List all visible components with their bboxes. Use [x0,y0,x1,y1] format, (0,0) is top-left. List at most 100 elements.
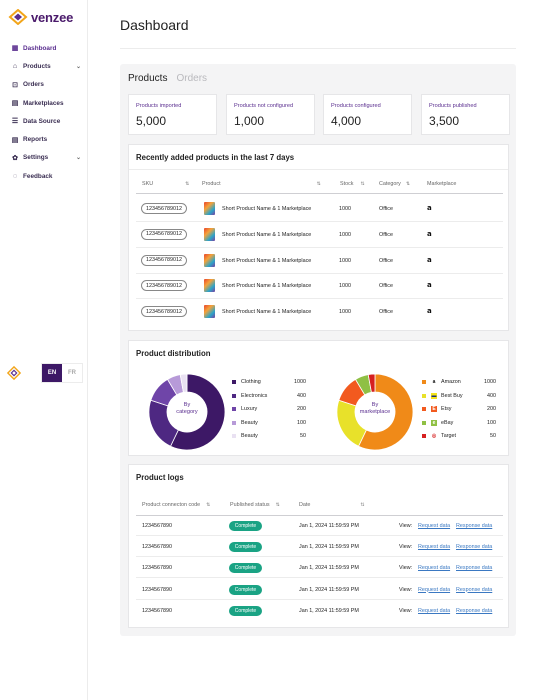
col-header-published-status[interactable]: Published status ⇅ [230,502,280,508]
legend-value: 100 [297,419,306,426]
marketplace-donut-chart [336,373,414,451]
product-name[interactable]: Short Product Name & 1 Marketplace [222,309,312,316]
sidebar-item-marketplaces[interactable]: ▤ Marketplaces [11,94,81,112]
chevron-down-icon[interactable]: ⌄ [75,63,81,70]
request-data-link[interactable]: Request data [418,544,451,551]
sidebar: venzee ▦ Dashboard ⌂ Products ⌄ ⊡ Orders ▤ Marke… [0,0,88,700]
response-data-link[interactable]: Response data [456,607,493,614]
legend-item: Clothing [232,378,261,386]
legend-value: 100 [487,419,496,426]
brand-logo[interactable]: venzee [8,9,73,25]
stock-value: 1000 [339,206,351,212]
sidebar-item-reports[interactable]: ▤ Reports [11,130,81,148]
view-label: View: [399,544,413,551]
col-header-label: Date [299,502,311,508]
stat-card-published: Products published 3,500 [421,94,510,135]
product-thumbnail [204,305,215,319]
sidebar-item-label: Dashboard [23,44,57,52]
legend-value: 400 [297,392,306,399]
legend-swatch [232,434,236,439]
sort-icon[interactable]: ⇅ [185,181,190,187]
donut-slice-clothing[interactable] [169,373,226,451]
distribution-card: Product distribution By category Clothin… [128,340,509,456]
product-name[interactable]: Short Product Name & 1 Marketplace [222,231,312,238]
sidebar-item-label: Data Source [23,117,61,125]
view-label: View: [399,607,413,614]
stat-label: Products imported [136,103,182,109]
response-data-link[interactable]: Response data [456,523,493,529]
gear-icon: ✿ [12,154,18,162]
legend-label: Best Buy [441,392,463,399]
recent-products-card: Recently added products in the last 7 da… [128,144,509,331]
tab-products[interactable]: Products [128,73,168,84]
sort-icon[interactable]: ⇅ [275,502,280,508]
stat-card-imported: Products imported 5,000 [128,94,217,135]
legend-value: 200 [487,406,496,413]
sidebar-item-products[interactable]: ⌂ Products ⌄ [11,57,81,75]
donut-slice-beauty[interactable] [179,373,188,393]
col-header-sku[interactable]: SKU ⇅ [142,181,189,187]
stat-label: Products published [429,103,477,109]
sidebar-item-dashboard[interactable]: ▦ Dashboard [11,39,81,57]
legend-item: ◎ Target [422,432,456,440]
lang-fr-button[interactable]: FR [62,364,82,382]
col-header-date[interactable]: Date ⇅ [299,502,365,508]
legend-label: eBay [441,419,454,426]
legend-label: Etsy [441,406,452,413]
response-data-link[interactable]: Response data [456,586,493,593]
table-header-divider [136,193,503,194]
sidebar-item-feedback[interactable]: ◌ Feedback [11,167,81,185]
legend-swatch [232,407,236,412]
col-header-category[interactable]: Category ⇅ [379,181,410,187]
sidebar-item-orders[interactable]: ⊡ Orders [11,76,81,94]
legend-item: a Amazon [422,378,461,386]
legend-item: Beauty [232,419,258,427]
col-header-product[interactable]: Product ⇅ [202,181,321,187]
sidebar-item-settings[interactable]: ✿ Settings ⌄ [11,149,81,167]
request-data-link[interactable]: Request data [418,523,451,529]
request-data-link[interactable]: Request data [418,565,451,572]
chat-icon: ◌ [12,172,18,180]
sort-icon[interactable]: ⇅ [405,181,411,187]
target-icon: ◎ [431,433,437,440]
product-name[interactable]: Short Product Name & 1 Marketplace [222,257,312,264]
legend-value: 50 [490,433,496,440]
response-data-link[interactable]: Response data [456,565,493,572]
col-header-label: Stock [340,181,354,187]
tab-orders[interactable]: Orders [176,73,208,84]
view-label: View: [399,523,413,529]
amazon-icon: a [427,204,432,212]
sort-icon[interactable]: ⇅ [360,181,365,187]
legend-swatch [422,420,426,425]
lang-en-button[interactable]: EN [42,364,62,382]
request-data-link[interactable]: Request data [418,586,451,593]
request-data-link[interactable]: Request data [418,607,451,614]
legend-swatch [422,407,426,412]
sort-icon[interactable]: ⇅ [206,502,211,508]
tab-bar: Products Orders [128,73,216,84]
col-header-label: Published status [230,502,270,508]
language-switch: EN FR [41,363,83,383]
stat-value: 5,000 [136,114,167,128]
sidebar-item-data-source[interactable]: ☰ Data Source [11,112,81,130]
sort-icon[interactable]: ⇅ [316,181,321,187]
legend-item: E Etsy [422,405,451,413]
status-badge: Complete [229,542,262,553]
col-header-connection-code[interactable]: Product connecton code ⇅ [142,502,210,508]
connection-code: 1234567890 [142,586,172,593]
col-header-stock[interactable]: Stock ⇅ [340,181,365,187]
connection-code: 1234567890 [142,607,172,614]
category-value: Office [379,309,393,316]
product-name[interactable]: Short Product Name & 1 Marketplace [222,283,312,290]
sort-icon[interactable]: ⇅ [360,502,365,508]
product-name[interactable]: Short Product Name & 1 Marketplace [222,206,312,212]
legend-label: Amazon [441,379,461,385]
category-value: Office [379,283,393,290]
status-badge: Complete [229,584,262,595]
chevron-down-icon[interactable]: ⌄ [75,155,81,162]
response-data-link[interactable]: Response data [456,544,493,551]
donut-slice-target[interactable] [367,373,376,393]
donut-slice-amazon[interactable] [357,373,414,451]
stock-value: 1000 [339,257,351,264]
